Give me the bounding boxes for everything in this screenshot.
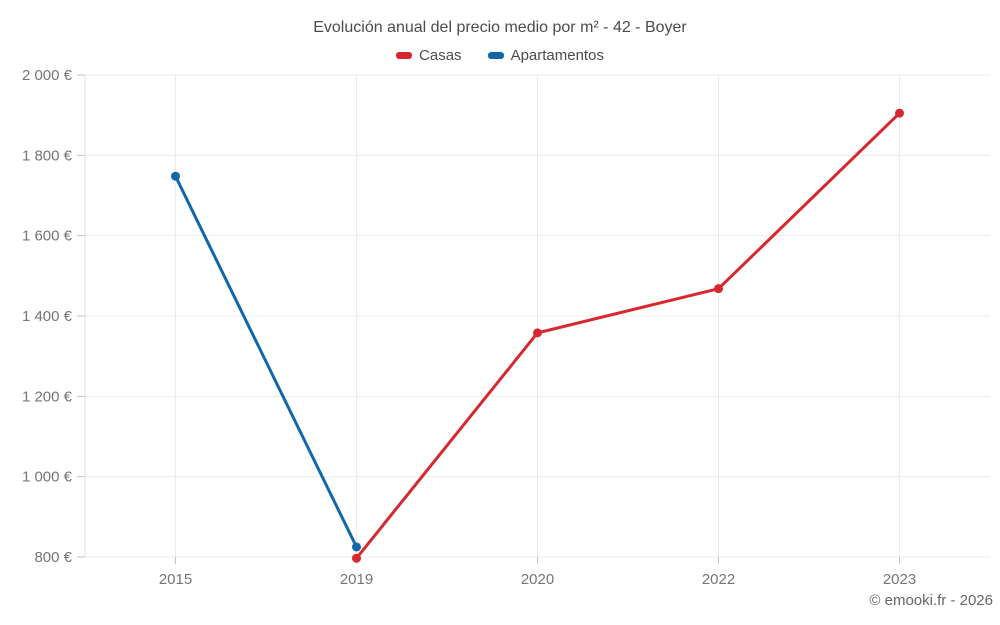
x-tick-label: 2020 xyxy=(521,571,554,588)
y-tick-label: 1 200 € xyxy=(22,388,73,405)
x-tick-label: 2022 xyxy=(702,571,735,588)
apartamentos-legend-swatch-icon xyxy=(487,52,504,59)
legend-item-casas[interactable]: Casas xyxy=(396,47,462,64)
y-tick-label: 2 000 € xyxy=(22,67,73,84)
attribution: © emooki.fr - 2026 xyxy=(869,592,993,609)
y-tick-label: 1 800 € xyxy=(22,147,73,164)
apartamentos-legend-label: Apartamentos xyxy=(510,47,604,64)
x-tick-label: 2015 xyxy=(159,571,192,588)
data-point-casas xyxy=(895,108,904,118)
data-point-apartamentos xyxy=(171,171,180,181)
data-point-apartamentos xyxy=(352,542,361,552)
legend-item-apartamentos[interactable]: Apartamentos xyxy=(487,47,604,64)
series-line-casas xyxy=(355,111,901,560)
y-tick-label: 1 400 € xyxy=(22,308,73,325)
x-tick-label: 2019 xyxy=(340,571,373,588)
y-tick-label: 1 600 € xyxy=(22,228,73,245)
casas-legend-swatch-icon xyxy=(396,52,413,59)
chart-legend: Casas Apartamentos xyxy=(0,47,1000,64)
chart-title: Evolución anual del precio medio por m² … xyxy=(313,19,687,36)
data-point-casas xyxy=(714,284,723,294)
casas-legend-label: Casas xyxy=(419,47,462,64)
x-tick-label: 2023 xyxy=(883,571,916,588)
y-tick-label: 800 € xyxy=(34,549,72,566)
y-tick-label: 1 000 € xyxy=(22,469,73,486)
series-line-apartamentos xyxy=(174,174,358,549)
data-point-casas xyxy=(533,328,542,338)
data-point-casas xyxy=(352,553,361,563)
